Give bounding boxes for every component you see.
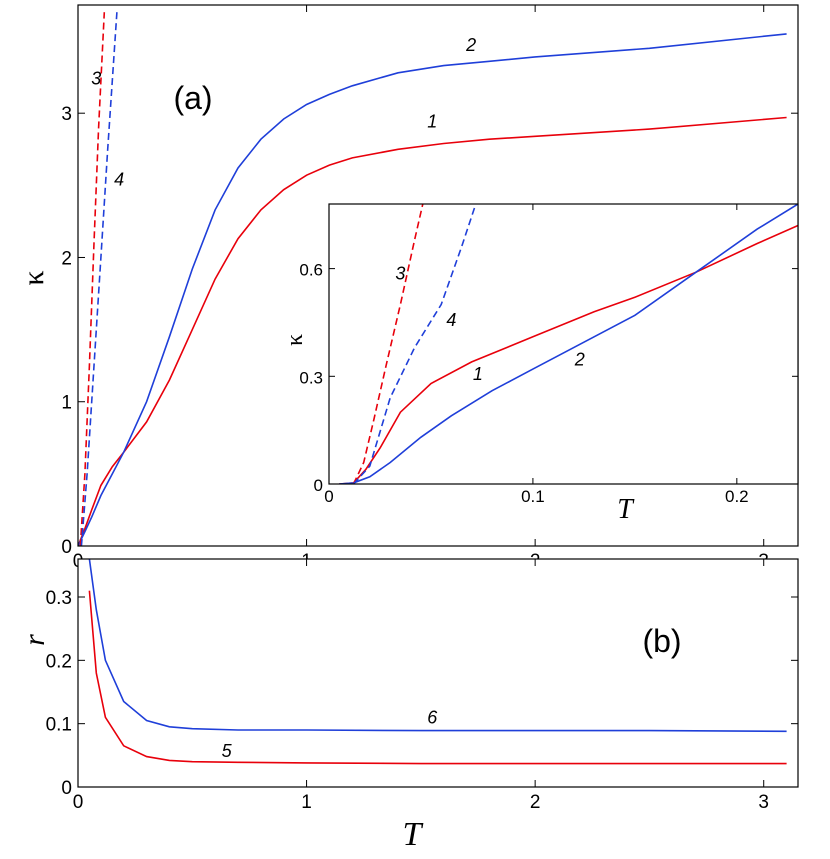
y-tick-label: 0.3: [46, 588, 72, 609]
series-line-4: [352, 204, 477, 484]
plot-area: [329, 204, 798, 484]
x-tick-label: 0: [73, 792, 84, 813]
x-tick-label: 1: [301, 792, 312, 813]
x-axis-label-inset: T: [617, 494, 635, 525]
plot-area: [78, 559, 798, 787]
panel-label-b: (b): [642, 623, 681, 659]
x-tick-label: 3: [758, 792, 769, 813]
y-tick-label: 0.1: [46, 715, 72, 736]
curve-label-4: 4: [446, 310, 456, 330]
series-line-3: [79, 12, 106, 546]
panel-1: 0 0.1 0.2 0 0.3 0.6 1 2 3 4: [299, 203, 799, 506]
curve-label-1: 1: [473, 364, 483, 384]
y-tick-label: 0: [61, 778, 72, 799]
curve-label-2: 2: [465, 35, 476, 55]
curve-label-2: 2: [574, 350, 585, 370]
panel-2: 0 1 2 3 0 0.1 0.2 0.3 5 6: [46, 558, 799, 813]
y-tick-label: 0.2: [46, 651, 72, 672]
y-tick-label: 2: [61, 248, 72, 269]
series-line-3: [352, 204, 424, 484]
x-tick-label: 0.2: [725, 487, 749, 506]
curve-label-5: 5: [222, 741, 233, 761]
series-line-5: [88, 590, 787, 765]
curve-label-6: 6: [427, 708, 438, 728]
y-axis-label-b: r: [18, 634, 51, 646]
plot-frame: [328, 203, 799, 485]
y-axis-label-a: κ: [17, 270, 50, 285]
y-axis-label-inset: κ: [282, 334, 308, 346]
y-tick-label: 0: [314, 476, 323, 495]
y-tick-label: 0.3: [299, 368, 323, 387]
plot-frame: [77, 558, 799, 788]
series-line-1: [78, 116, 787, 546]
series-line-4: [80, 12, 118, 546]
x-tick-label: 2: [530, 792, 541, 813]
series-line-2: [78, 33, 787, 546]
x-tick-label: 0.1: [521, 487, 545, 506]
x-tick-label: 0: [324, 487, 333, 506]
x-axis-label-b: T: [403, 816, 424, 853]
y-tick-label: 3: [61, 104, 72, 125]
panel-label-a: (a): [173, 80, 212, 116]
y-tick-label: 0: [61, 537, 72, 558]
series-line-6: [88, 559, 787, 733]
curve-label-4: 4: [114, 169, 124, 189]
y-tick-label: 0.6: [299, 261, 323, 280]
series-line-2: [339, 204, 798, 484]
y-tick-label: 1: [61, 393, 72, 414]
curve-label-1: 1: [427, 112, 437, 132]
curve-label-3: 3: [91, 68, 101, 88]
curve-label-3: 3: [395, 263, 405, 283]
